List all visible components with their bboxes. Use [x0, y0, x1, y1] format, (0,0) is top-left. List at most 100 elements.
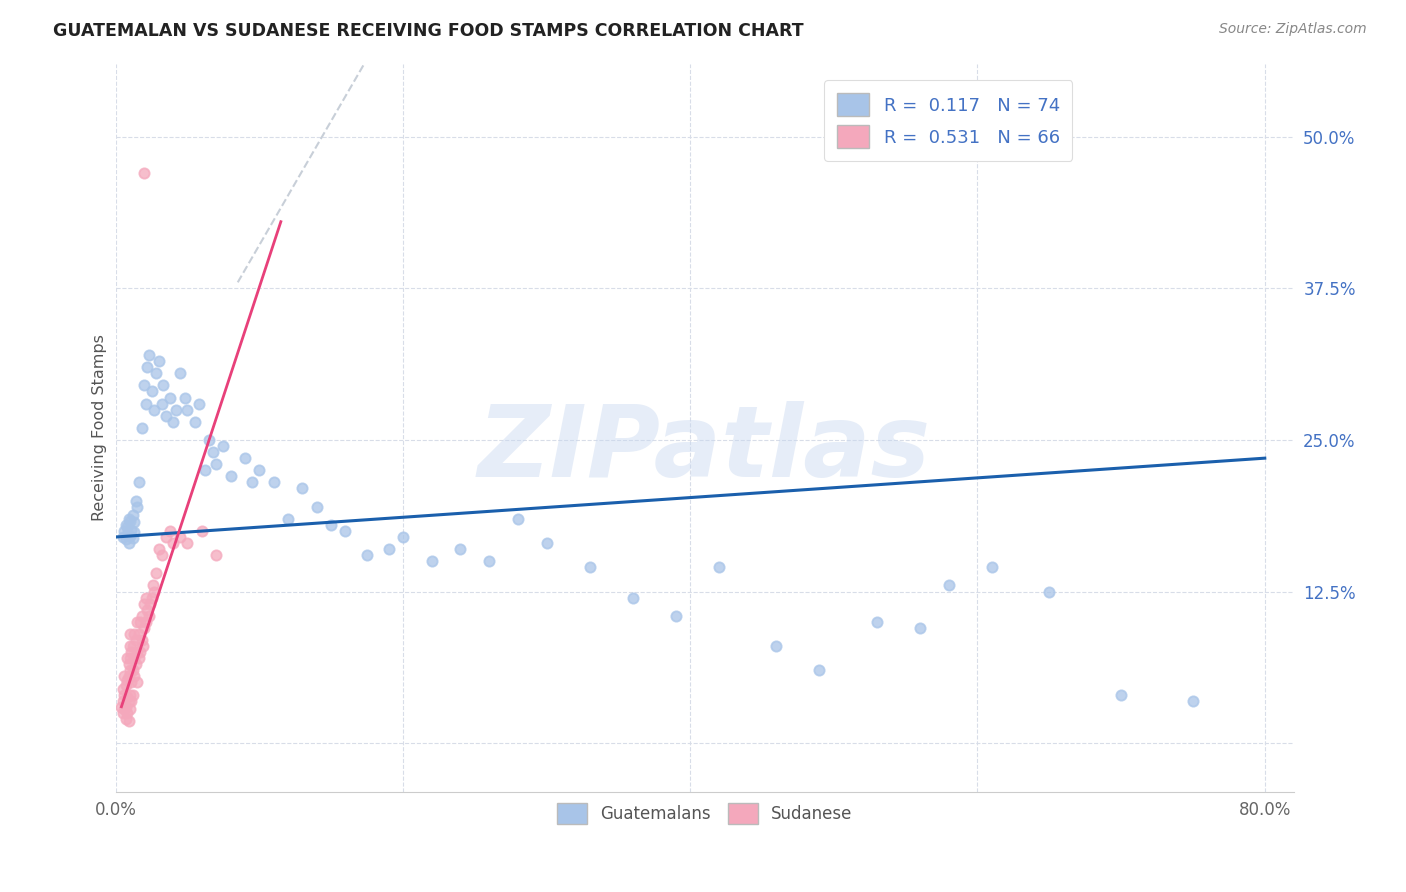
Point	[134, 621, 156, 635]
Point	[665, 608, 688, 623]
Point	[321, 517, 343, 532]
Point	[114, 678, 136, 692]
Point	[125, 493, 148, 508]
Point	[131, 633, 153, 648]
Point	[247, 463, 270, 477]
Point	[111, 530, 134, 544]
Point	[134, 597, 156, 611]
Point	[127, 645, 149, 659]
Point	[145, 366, 167, 380]
Point	[122, 639, 145, 653]
Point	[114, 699, 136, 714]
Point	[124, 651, 146, 665]
Point	[159, 391, 181, 405]
Point	[135, 396, 157, 410]
Point	[866, 615, 889, 629]
Point	[117, 694, 139, 708]
Point	[305, 500, 328, 514]
Point	[115, 527, 138, 541]
Point	[162, 536, 184, 550]
Point	[145, 566, 167, 581]
Point	[129, 645, 152, 659]
Point	[263, 475, 285, 490]
Point	[114, 712, 136, 726]
Point	[128, 651, 150, 665]
Point	[233, 451, 256, 466]
Point	[114, 533, 136, 547]
Point	[138, 348, 160, 362]
Point	[143, 584, 166, 599]
Point	[115, 673, 138, 687]
Point	[148, 354, 170, 368]
Point	[117, 536, 139, 550]
Point	[118, 639, 141, 653]
Point	[205, 548, 228, 562]
Point	[131, 421, 153, 435]
Y-axis label: Receiving Food Stamps: Receiving Food Stamps	[93, 334, 107, 521]
Point	[112, 688, 135, 702]
Point	[183, 415, 205, 429]
Point	[112, 524, 135, 538]
Point	[117, 657, 139, 672]
Point	[115, 520, 138, 534]
Point	[117, 512, 139, 526]
Point	[118, 702, 141, 716]
Point	[118, 627, 141, 641]
Point	[150, 548, 173, 562]
Point	[115, 690, 138, 704]
Point	[122, 664, 145, 678]
Point	[449, 542, 471, 557]
Point	[125, 657, 148, 672]
Point	[122, 508, 145, 523]
Point	[141, 384, 163, 399]
Point	[908, 621, 931, 635]
Point	[536, 536, 558, 550]
Legend: Guatemalans, Sudanese: Guatemalans, Sudanese	[550, 796, 859, 830]
Point	[808, 664, 831, 678]
Point	[134, 378, 156, 392]
Point	[135, 591, 157, 605]
Point	[188, 396, 211, 410]
Point	[136, 360, 159, 375]
Point	[356, 548, 378, 562]
Point	[112, 702, 135, 716]
Point	[142, 578, 165, 592]
Point	[111, 681, 134, 696]
Point	[124, 516, 146, 530]
Point	[277, 512, 299, 526]
Point	[765, 639, 787, 653]
Point	[118, 514, 141, 528]
Point	[121, 675, 143, 690]
Point	[212, 439, 235, 453]
Point	[165, 402, 187, 417]
Point	[132, 639, 155, 653]
Point	[169, 366, 191, 380]
Text: Source: ZipAtlas.com: Source: ZipAtlas.com	[1219, 22, 1367, 37]
Point	[117, 714, 139, 729]
Point	[578, 560, 600, 574]
Point	[152, 378, 174, 392]
Point	[122, 531, 145, 545]
Point	[127, 615, 149, 629]
Point	[173, 391, 195, 405]
Point	[240, 475, 263, 490]
Point	[155, 409, 177, 423]
Point	[118, 529, 141, 543]
Point	[127, 500, 149, 514]
Point	[155, 530, 177, 544]
Point	[1181, 694, 1204, 708]
Point	[124, 525, 146, 540]
Point	[121, 694, 143, 708]
Point	[506, 512, 529, 526]
Point	[198, 433, 221, 447]
Point	[118, 651, 141, 665]
Point	[136, 603, 159, 617]
Point	[159, 524, 181, 538]
Point	[169, 530, 191, 544]
Point	[118, 664, 141, 678]
Point	[202, 445, 225, 459]
Point	[478, 554, 501, 568]
Point	[117, 669, 139, 683]
Point	[420, 554, 443, 568]
Point	[127, 675, 149, 690]
